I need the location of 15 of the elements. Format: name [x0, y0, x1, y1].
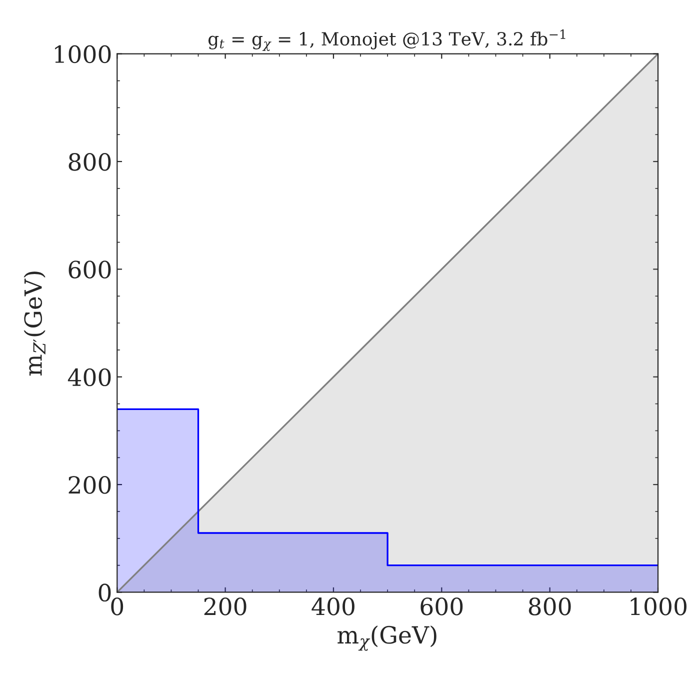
y-tick-label: 600: [68, 260, 111, 279]
x-tick-label: 1000: [630, 598, 686, 616]
x-axis-title: m$_{χ}$(GeV): [338, 626, 436, 651]
x-tick-label: 400: [312, 598, 354, 616]
x-tick-label: 600: [420, 598, 463, 616]
y-tick-label: 800: [68, 152, 111, 171]
y-tick-label: 400: [68, 368, 111, 386]
y-axis-title: m$_{Z′}$(GeV): [24, 272, 46, 376]
y-tick-label: 1000: [55, 45, 111, 64]
x-tick-label: 800: [528, 598, 571, 616]
y-tick-label: 0: [98, 584, 111, 602]
x-tick-label: 0: [111, 598, 124, 616]
x-tick-label: 200: [204, 598, 246, 616]
y-tick-label: 200: [68, 476, 111, 494]
chart-title: g$_{t}$ = g$_{χ}$ = 1, Monojet @13 TeV, 3.2 fb$^{−1}$: [208, 29, 566, 51]
